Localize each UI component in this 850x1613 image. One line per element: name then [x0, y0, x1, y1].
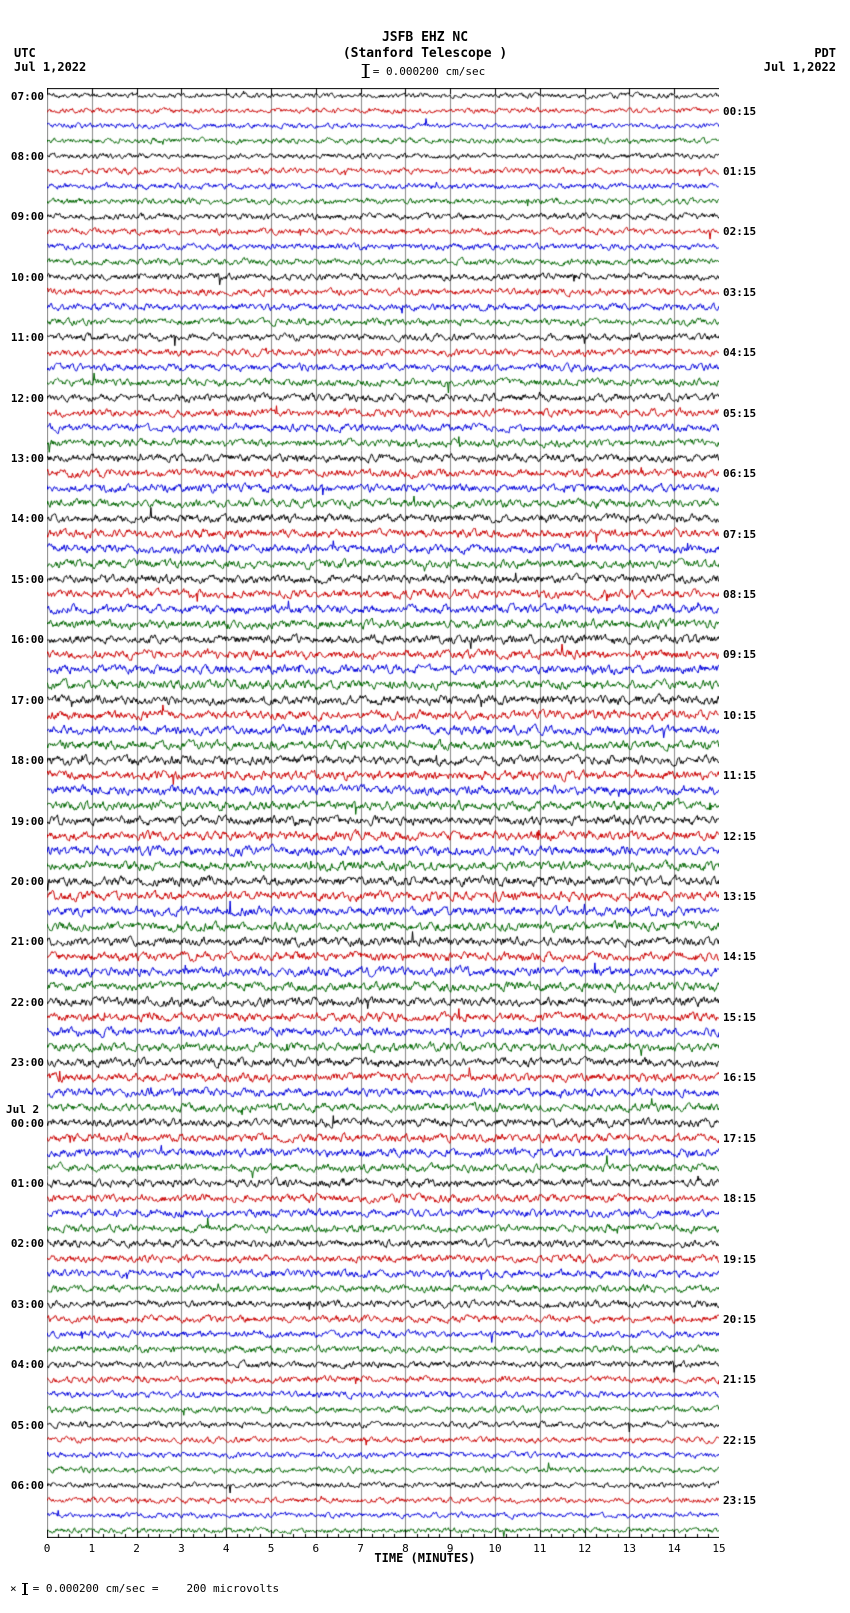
pdt-time-label: 08:15: [723, 588, 765, 601]
pdt-time-label: 11:15: [723, 769, 765, 782]
x-tick-label: 10: [488, 1542, 501, 1555]
pdt-time-label: 10:15: [723, 709, 765, 722]
scale-indicator: = 0.000200 cm/sec: [365, 64, 486, 78]
pdt-time-label: 19:15: [723, 1253, 765, 1266]
seismogram-canvas: [47, 88, 719, 1538]
utc-label: UTC: [14, 46, 36, 60]
utc-time-label: 14:00: [2, 512, 44, 525]
footer-scale: × = 0.000200 cm/sec = 200 microvolts: [10, 1582, 279, 1595]
footer-scale-bar-icon: [24, 1583, 26, 1595]
utc-time-label: 18:00: [2, 754, 44, 767]
utc-time-label: 03:00: [2, 1298, 44, 1311]
x-tick-label: 0: [44, 1542, 51, 1555]
x-tick-label: 1: [88, 1542, 95, 1555]
x-tick-label: 5: [268, 1542, 275, 1555]
utc-time-label: 04:00: [2, 1358, 44, 1371]
utc-time-label: 00:00: [2, 1117, 44, 1130]
x-tick-label: 13: [623, 1542, 636, 1555]
utc-date: Jul 1,2022: [14, 60, 86, 74]
utc-time-label: 19:00: [2, 815, 44, 828]
x-tick-label: 2: [133, 1542, 140, 1555]
utc-time-label: 02:00: [2, 1237, 44, 1250]
scale-text: = 0.000200 cm/sec: [373, 65, 486, 78]
pdt-label: PDT: [814, 46, 836, 60]
utc-time-label: 21:00: [2, 935, 44, 948]
x-tick-label: 6: [312, 1542, 319, 1555]
pdt-time-label: 18:15: [723, 1192, 765, 1205]
footer-text-left: = 0.000200 cm/sec =: [33, 1582, 159, 1595]
seismogram-container: JSFB EHZ NC (Stanford Telescope ) UTC Ju…: [0, 0, 850, 1613]
pdt-time-label: 02:15: [723, 225, 765, 238]
x-axis-label: TIME (MINUTES): [374, 1551, 475, 1565]
pdt-time-label: 09:15: [723, 648, 765, 661]
utc-time-label: 22:00: [2, 996, 44, 1009]
x-tick-label: 12: [578, 1542, 591, 1555]
pdt-date: Jul 1,2022: [764, 60, 836, 74]
utc-time-label: 11:00: [2, 331, 44, 344]
pdt-time-label: 05:15: [723, 407, 765, 420]
scale-bar-icon: [365, 64, 367, 78]
x-tick-label: 7: [357, 1542, 364, 1555]
pdt-time-label: 13:15: [723, 890, 765, 903]
pdt-time-label: 21:15: [723, 1373, 765, 1386]
footer-text-right: 200 microvolts: [186, 1582, 279, 1595]
utc-time-label: 07:00: [2, 90, 44, 103]
x-tick-label: 3: [178, 1542, 185, 1555]
utc-time-label: 05:00: [2, 1419, 44, 1432]
station-subtitle: (Stanford Telescope ): [343, 46, 507, 61]
utc-time-label: 15:00: [2, 573, 44, 586]
utc-time-label: 01:00: [2, 1177, 44, 1190]
utc-time-label: 12:00: [2, 392, 44, 405]
plot-area: [47, 88, 719, 1538]
utc-time-label: 10:00: [2, 271, 44, 284]
utc-time-label: 20:00: [2, 875, 44, 888]
pdt-time-label: 04:15: [723, 346, 765, 359]
pdt-time-label: 01:15: [723, 165, 765, 178]
utc-time-label: 16:00: [2, 633, 44, 646]
utc-time-label: 13:00: [2, 452, 44, 465]
x-tick-label: 11: [533, 1542, 546, 1555]
x-tick-label: 4: [223, 1542, 230, 1555]
pdt-time-label: 07:15: [723, 528, 765, 541]
utc-time-label: 08:00: [2, 150, 44, 163]
pdt-time-label: 20:15: [723, 1313, 765, 1326]
pdt-time-label: 14:15: [723, 950, 765, 963]
x-tick-label: 14: [668, 1542, 681, 1555]
footer-lead-char: ×: [10, 1582, 17, 1595]
pdt-time-label: 03:15: [723, 286, 765, 299]
utc-time-label: 06:00: [2, 1479, 44, 1492]
pdt-time-label: 12:15: [723, 830, 765, 843]
pdt-time-label: 16:15: [723, 1071, 765, 1084]
pdt-time-label: 17:15: [723, 1132, 765, 1145]
pdt-time-label: 06:15: [723, 467, 765, 480]
utc-time-label: 17:00: [2, 694, 44, 707]
station-title: JSFB EHZ NC: [382, 30, 468, 45]
pdt-time-label: 22:15: [723, 1434, 765, 1447]
utc-time-label: 09:00: [2, 210, 44, 223]
utc-time-label: 23:00: [2, 1056, 44, 1069]
x-tick-label: 15: [712, 1542, 725, 1555]
pdt-time-label: 23:15: [723, 1494, 765, 1507]
pdt-time-label: 15:15: [723, 1011, 765, 1024]
pdt-time-label: 00:15: [723, 105, 765, 118]
utc-day-label: Jul 2: [6, 1103, 56, 1116]
